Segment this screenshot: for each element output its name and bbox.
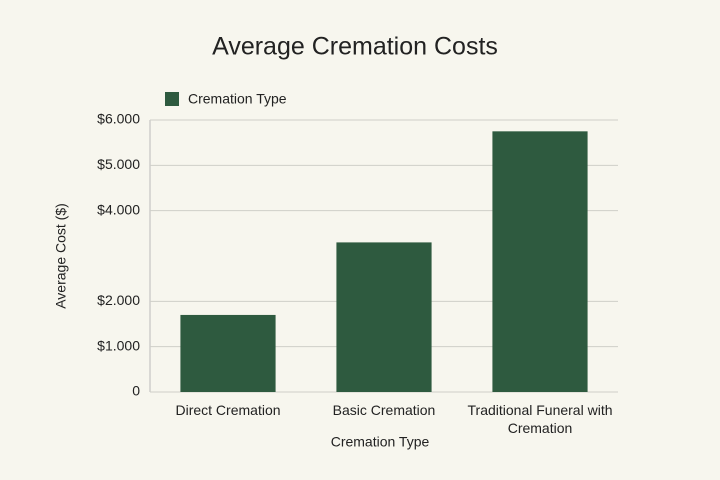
y-tick-label: $1.000 [97,337,140,353]
y-tick-label: $5.000 [97,156,140,172]
y-tick-label: $6.000 [97,111,140,127]
x-tick-label: Basic Cremation [332,402,436,418]
bar [336,242,432,392]
bar [492,131,588,393]
chart-title: Average Cremation Costs [212,33,498,61]
y-tick-label: $4.000 [97,201,140,217]
x-tick-label: Direct Cremation [175,402,281,418]
x-axis-title: Cremation Type [331,434,430,450]
legend-swatch [165,92,179,106]
x-tick-label: Traditional Funeral with Cremation [467,402,613,436]
y-tick-label: $2.000 [97,292,140,308]
y-tick-label: 0 [132,383,140,399]
legend-label: Cremation Type [188,91,287,107]
bar [180,314,276,392]
y-axis-title: Average Cost ($) [53,203,69,309]
